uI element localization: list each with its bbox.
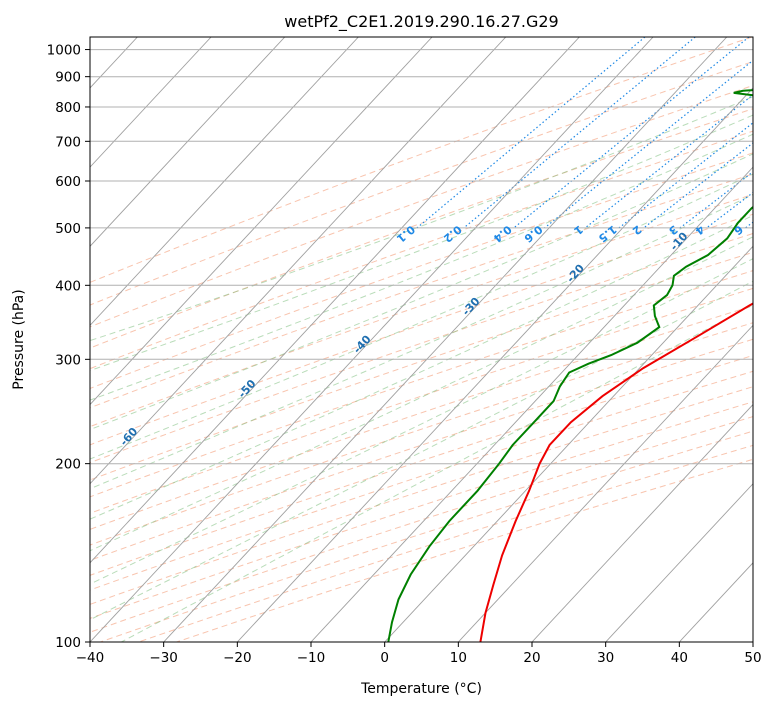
dry-adiabat-line: [90, 232, 753, 464]
y-tick-label: 600: [55, 174, 81, 190]
moist-adiabat-line: [90, 258, 753, 585]
dry-adiabats: [90, 37, 753, 642]
dry-adiabat-line: [90, 85, 753, 328]
x-tick-label: 20: [523, 650, 540, 666]
isotherm-line: [236, 87, 753, 642]
mixing-ratio-label: 0.4: [491, 223, 515, 246]
y-tick-label: 100: [55, 635, 81, 651]
y-tick-label: 1000: [47, 43, 81, 59]
dry-adiabat-line: [90, 322, 753, 546]
isotherm-line: [90, 37, 212, 168]
dry-adiabat-line: [90, 416, 753, 633]
moist-adiabats: [90, 96, 753, 642]
mixing-ratio-line: [416, 37, 646, 229]
moist-adiabat-label: 0: [770, 207, 775, 222]
pressure-gridlines: [90, 49, 753, 642]
isotherm-line: [0, 37, 64, 642]
y-tick-label: 500: [55, 221, 81, 237]
isotherm-line: [90, 37, 507, 485]
mixing-ratio-line: [463, 37, 696, 229]
dry-adiabat-line: [176, 458, 753, 642]
x-tick-label: −40: [76, 650, 105, 666]
temperature-profile-line: [479, 302, 753, 642]
y-tick-label: 800: [55, 100, 81, 116]
dry-adiabat-line: [90, 173, 753, 409]
isotherm-line: [90, 37, 580, 564]
mixing-ratio-label: 0.6: [521, 223, 545, 246]
mixing-ratio-line: [618, 122, 753, 229]
dry-adiabat-line: [90, 370, 753, 591]
isotherm-line: [531, 403, 753, 642]
x-tick-label: 50: [744, 650, 761, 666]
dry-adiabat-line: [138, 444, 753, 642]
plot-area: 0.10.20.40.611.52346810131620253036-100-…: [0, 37, 775, 642]
mixing-ratio-label: 1: [571, 223, 585, 238]
y-tick-label: 400: [55, 278, 81, 294]
y-tick-label: 700: [55, 134, 81, 150]
plot-frame: [89, 36, 754, 643]
dry-adiabat-label: -70: [0, 476, 19, 500]
y-tick-label: 300: [55, 352, 81, 368]
moist-adiabat-line: [90, 153, 753, 431]
isotherm-line: [752, 641, 753, 642]
y-tick-label: 900: [55, 70, 81, 86]
chart-title: wetPf2_C2E1.2019.290.16.27.G29: [284, 12, 558, 32]
isotherm-line: [90, 37, 654, 642]
mixing-ratio-line: [584, 94, 753, 229]
dry-adiabat-line: [90, 270, 753, 498]
mixing-ratio-label: 0.2: [441, 223, 464, 245]
dry-adiabat-label: -20: [564, 261, 587, 285]
x-axis-label: Temperature (°C): [360, 681, 482, 697]
isotherm-line: [457, 324, 753, 642]
dry-adiabat-label: -50: [236, 377, 259, 401]
isotherm-line: [384, 245, 753, 642]
isotherms: [0, 37, 753, 642]
moist-adiabat-line: [90, 173, 753, 460]
x-tick-label: 0: [380, 650, 389, 666]
sounding-profiles: [387, 89, 753, 642]
x-tick-label: 10: [450, 650, 467, 666]
x-tick-label: 30: [597, 650, 614, 666]
y-axis-label: Pressure (hPa): [11, 289, 27, 389]
dry-adiabat-line: [90, 401, 753, 619]
y-tick-label: 200: [55, 457, 81, 473]
dry-adiabat-line: [90, 287, 753, 514]
mixing-ratio-lines: [416, 37, 753, 229]
mixing-ratio-label: 1.5: [596, 223, 619, 245]
isotherm-line: [90, 37, 286, 247]
x-tick-label: 40: [671, 650, 688, 666]
dry-adiabat-line: [90, 61, 753, 306]
dry-adiabat-line: [90, 152, 753, 390]
dewpoint-profile-line: [387, 89, 753, 642]
isotherm-line: [163, 37, 728, 642]
dry-adiabat-label: -40: [351, 332, 374, 356]
line-labels: 0.10.20.40.611.52346810131620253036-100-…: [0, 207, 775, 500]
isotherm-line: [605, 483, 753, 642]
x-axis-ticks: −40 −30 −20 −10 0 10 20 30 40 50: [76, 642, 762, 666]
y-axis-ticks: 100 200 300 400 500 600 700 800 900 1000: [47, 43, 90, 651]
isotherm-line: [90, 37, 359, 327]
mixing-ratio-line: [513, 37, 750, 229]
x-tick-label: −30: [149, 650, 178, 666]
dry-adiabat-line: [90, 338, 753, 561]
moist-adiabat-line: [90, 133, 753, 401]
mixing-ratio-label: 8: [760, 222, 774, 237]
dry-adiabat-label: -30: [460, 295, 483, 319]
x-tick-label: −20: [223, 650, 252, 666]
isotherm-line: [310, 166, 753, 642]
mixing-ratio-line: [679, 171, 753, 229]
isotherm-line: [90, 37, 433, 406]
mixing-ratio-line: [544, 59, 753, 229]
dry-adiabat-line: [90, 130, 753, 370]
x-tick-label: −10: [297, 650, 326, 666]
